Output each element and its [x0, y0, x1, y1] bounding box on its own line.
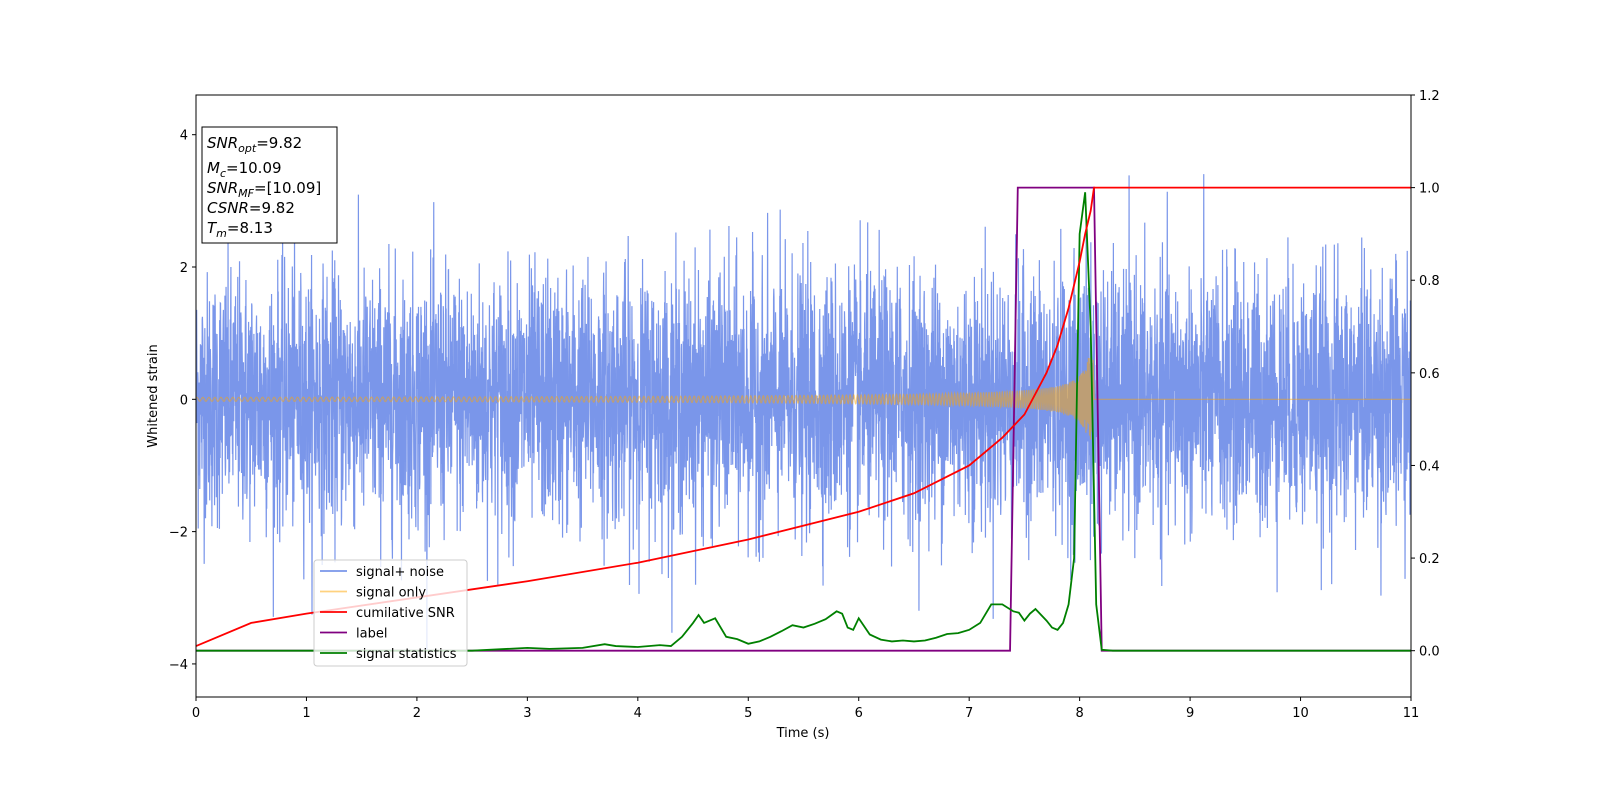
- cumilative-snr-line: [196, 186, 1411, 647]
- annotation-line: SNRMF=[10.09]: [207, 179, 321, 200]
- y2-tick-label: 0.6: [1419, 367, 1440, 382]
- y2-tick-label: 1.2: [1419, 89, 1440, 104]
- y-tick-label: −4: [169, 658, 188, 673]
- y2-tick-label: 0.0: [1419, 645, 1440, 660]
- x-tick-label: 8: [1075, 706, 1083, 721]
- y-tick-label: −2: [169, 526, 188, 541]
- x-tick-label: 11: [1403, 706, 1420, 721]
- x-tick-label: 0: [192, 706, 200, 721]
- annotation-line: Mc=10.09: [207, 159, 282, 180]
- x-axis-label: Time (s): [776, 726, 830, 741]
- series-right-axis: [196, 186, 1411, 652]
- series-signal-noise: [196, 174, 1411, 650]
- y-axis-left: −4 −2 0 2 4: [169, 129, 196, 673]
- x-tick-label: 6: [855, 706, 863, 721]
- y2-tick-label: 0.2: [1419, 552, 1440, 567]
- legend-label: label: [356, 627, 387, 642]
- y2-tick-label: 1.0: [1419, 182, 1440, 197]
- series-signal-only: [196, 357, 1411, 440]
- x-tick-label: 4: [634, 706, 642, 721]
- x-tick-label: 10: [1292, 706, 1309, 721]
- x-tick-label: 3: [523, 706, 531, 721]
- x-tick-label: 2: [413, 706, 421, 721]
- y-axis-label: Whitened strain: [146, 344, 161, 447]
- y-tick-label: 2: [180, 261, 188, 276]
- x-tick-label: 1: [302, 706, 310, 721]
- y2-tick-label: 0.8: [1419, 274, 1440, 289]
- signal-statistics-line: [196, 192, 1411, 652]
- legend-label: signal statistics: [356, 647, 457, 662]
- legend-label: cumilative SNR: [356, 606, 455, 621]
- annotation-line: SNRopt=9.82: [207, 134, 302, 155]
- y-tick-label: 4: [180, 129, 188, 144]
- signal-only-line: [196, 357, 1411, 440]
- x-tick-label: 7: [965, 706, 973, 721]
- legend-label: signal+ noise: [356, 565, 444, 580]
- annotation-line: CSNR=9.82: [207, 199, 295, 217]
- plot-frame: [195, 94, 1412, 698]
- annotation-frame: [201, 126, 338, 244]
- legend: signal+ noise signal only cumilative SNR la…: [313, 559, 468, 667]
- signal-noise-line: [196, 174, 1411, 650]
- annotation-line: Tm=8.13: [207, 219, 273, 240]
- y2-tick-label: 0.4: [1419, 459, 1440, 474]
- x-tick-label: 9: [1186, 706, 1194, 721]
- y-axis-right: 0.0 0.2 0.4 0.6 0.8 1.0 1.2: [1411, 89, 1440, 660]
- y-tick-label: 0: [180, 393, 188, 408]
- x-axis: 0 1 2 3 4 5 6 7 8 9 10 11: [192, 697, 1419, 721]
- stats-annotation-box: SNRopt=9.82 Mc=10.09SNRMF=[10.09]CSNR=9.8…: [201, 126, 338, 244]
- legend-frame: [313, 559, 468, 667]
- legend-label: signal only: [356, 586, 426, 601]
- x-tick-label: 5: [744, 706, 752, 721]
